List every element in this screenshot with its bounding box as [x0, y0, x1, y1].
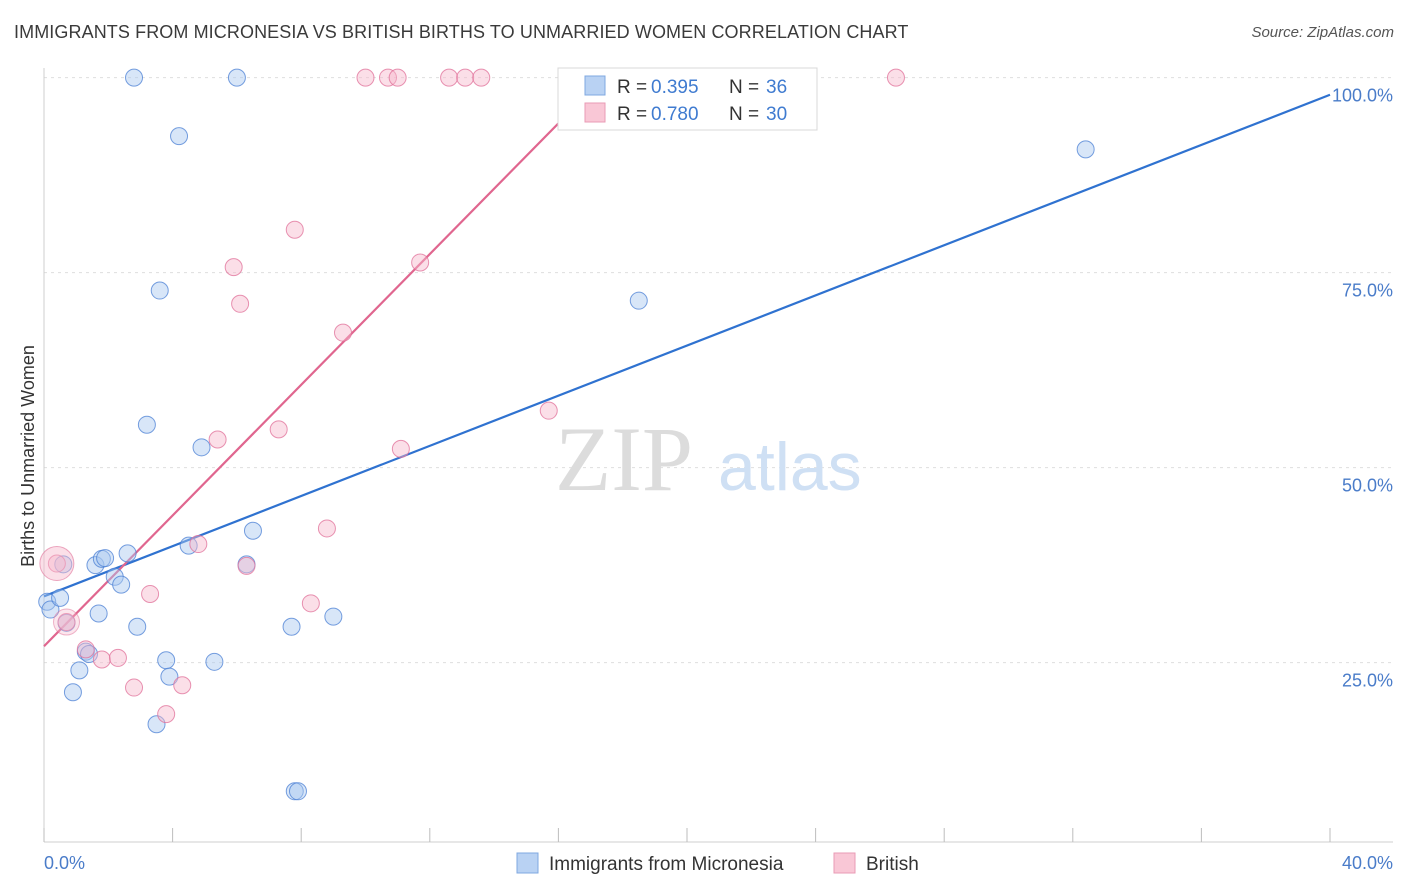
series-legend-label-blue: Immigrants from Micronesia: [549, 854, 784, 875]
series-legend-swatch-blue: [516, 852, 539, 874]
point-blue-29: [243, 521, 262, 540]
point-blue-15: [118, 544, 137, 563]
point-blue-23: [170, 127, 189, 146]
point-blue-1: [41, 600, 60, 619]
point-pink-7: [157, 705, 176, 724]
point-pink-2: [76, 640, 95, 659]
point-pink-23: [411, 253, 430, 272]
point-blue-12: [96, 549, 115, 568]
point-blue-6: [70, 661, 89, 680]
data-points: [38, 68, 1095, 801]
point-pink-19: [356, 68, 375, 87]
legend-n-label-pink: N =: [729, 104, 759, 125]
point-blue-21: [157, 651, 176, 670]
point-pink-15: [285, 220, 304, 239]
point-blue-25: [192, 438, 211, 457]
axes: [43, 68, 1393, 843]
series-legend-label-pink: British: [866, 854, 919, 875]
y-tick-label-2: 75.0%: [1342, 281, 1393, 301]
legend-r-label-blue: R =: [617, 77, 647, 98]
point-blue-19: [147, 715, 166, 734]
legend-r-label-pink: R =: [617, 104, 647, 125]
point-blue-27: [227, 68, 246, 87]
point-pink-5: [125, 678, 144, 697]
legend-swatch-blue: [584, 75, 606, 96]
point-pink-11: [224, 258, 243, 277]
point-blue-14: [112, 575, 131, 594]
x-tick-label-min: 0.0%: [44, 853, 85, 873]
point-blue-22: [160, 667, 179, 686]
point-blue-26: [205, 652, 224, 671]
point-pink-3: [92, 650, 111, 669]
y-axis-title: Births to Unmarried Women: [18, 345, 38, 567]
point-pink-17: [317, 519, 336, 538]
watermark-zip: ZIP: [555, 408, 693, 510]
point-pink-20: [379, 68, 398, 87]
point-pink-27: [539, 401, 558, 420]
point-pink-13: [237, 556, 256, 575]
point-pink-25: [456, 68, 475, 87]
point-blue-3: [54, 555, 73, 574]
legend-swatch-pink: [584, 102, 606, 123]
point-pink-14: [269, 420, 288, 439]
point-pink-0: [47, 554, 66, 573]
point-pink-6: [141, 584, 160, 603]
point-blue-2: [51, 588, 70, 607]
legend-r-value-blue: 0.395: [651, 77, 699, 98]
point-pink-9: [189, 535, 208, 554]
point-pink-4: [108, 648, 127, 667]
trend-lines: [43, 76, 1331, 647]
point-blue-32: [288, 782, 307, 801]
point-blue-18: [137, 415, 156, 434]
point-blue-24: [179, 536, 198, 555]
series-legend: Immigrants from Micronesia British: [516, 852, 919, 875]
point-pink-10: [208, 430, 227, 449]
point-pink-26: [472, 68, 491, 87]
point-pink-large-0: [39, 546, 75, 582]
y-tick-label-1: 50.0%: [1342, 476, 1393, 496]
y-tick-labels: 25.0% 50.0% 75.0% 100.0%: [1332, 86, 1393, 691]
point-blue-30: [282, 617, 301, 636]
watermark-atlas: atlas: [718, 429, 862, 505]
correlation-legend: R = 0.395 N = 36 R = 0.780 N = 30: [557, 67, 818, 131]
point-pink-12: [231, 294, 250, 313]
legend-n-value-pink: 30: [766, 104, 787, 125]
point-pink-large-1: [53, 608, 81, 636]
point-pink-1: [57, 613, 76, 632]
point-pink-21: [388, 68, 407, 87]
point-pink-18: [333, 323, 352, 342]
point-pink-8: [173, 676, 192, 695]
point-pink-22: [391, 439, 410, 458]
point-pink-29: [886, 68, 905, 87]
point-blue-35: [1076, 140, 1095, 159]
point-blue-16: [125, 68, 144, 87]
point-blue-33: [324, 607, 343, 626]
legend-n-value-blue: 36: [766, 77, 787, 98]
point-blue-34: [629, 291, 648, 310]
x-tick-label-max: 40.0%: [1342, 853, 1393, 873]
point-blue-17: [128, 617, 147, 636]
point-pink-16: [301, 594, 320, 613]
point-blue-5: [63, 683, 82, 702]
series-legend-swatch-pink: [833, 852, 856, 874]
legend-r-value-pink: 0.780: [651, 104, 699, 125]
y-tick-label-0: 25.0%: [1342, 671, 1393, 691]
trendline-blue: [43, 93, 1331, 598]
point-blue-20: [150, 281, 169, 300]
chart-title: IMMIGRANTS FROM MICRONESIA VS BRITISH BI…: [14, 22, 909, 42]
point-blue-10: [89, 604, 108, 623]
trendline-pink: [43, 76, 605, 647]
source-credit: Source: ZipAtlas.com: [1251, 24, 1394, 41]
point-pink-24: [440, 68, 459, 87]
y-tick-label-3: 100.0%: [1332, 86, 1393, 106]
legend-n-label-blue: N =: [729, 77, 759, 98]
